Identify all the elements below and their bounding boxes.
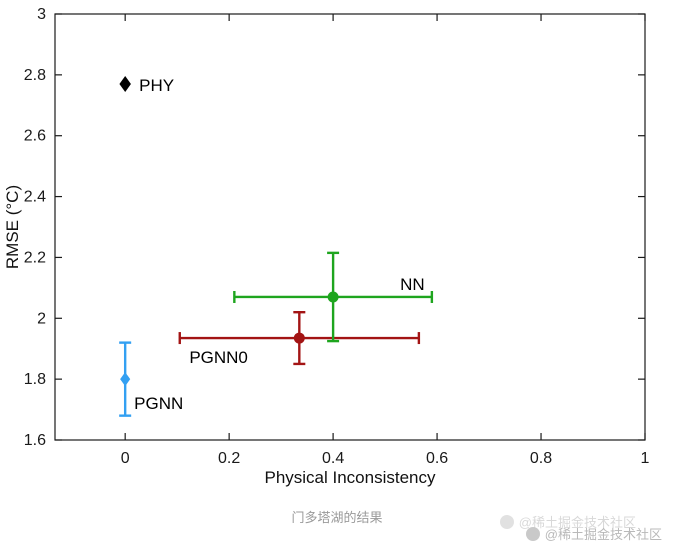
x-tick-label: 0.6 [426, 450, 448, 466]
x-tick-label: 0 [121, 450, 130, 466]
y-tick-label: 2 [37, 310, 46, 327]
marker-pgnn [120, 372, 131, 387]
x-tick-label: 0.4 [322, 450, 344, 466]
y-tick-label: 2.6 [24, 128, 46, 145]
x-tick-label: 0.2 [218, 450, 240, 466]
y-axis-label: RMSE (°C) [3, 184, 22, 270]
y-tick-label: 1.8 [24, 371, 46, 388]
x-axis-label: Physical Inconsistency [264, 468, 436, 487]
y-tick-label: 1.6 [24, 432, 46, 449]
point-label-pgnn0: PGNN0 [189, 348, 248, 367]
y-tick-label: 2.4 [24, 189, 46, 206]
y-tick-label: 2.2 [24, 249, 46, 266]
marker-pgnn0 [293, 332, 305, 344]
point-label-phy: PHY [139, 76, 174, 95]
watermark-ghost-text: @稀土掘金技术社区 [518, 515, 636, 530]
juejin-logo-icon [525, 526, 540, 541]
watermark-ghost: @稀土掘金技术社区 [499, 512, 636, 531]
figure-caption: 门多塔湖的结果 [291, 510, 383, 525]
point-label-nn: NN [400, 275, 425, 294]
plot-border [54, 13, 646, 441]
x-tick-label: 1 [641, 450, 650, 466]
marker-phy [119, 75, 131, 92]
y-tick-label: 3 [37, 6, 46, 23]
watermark-text: @稀土掘金技术社区 [544, 527, 662, 542]
y-tick-label: 2.8 [24, 67, 46, 84]
marker-nn [327, 291, 339, 303]
scatter-errorbar-chart: 0 0.2 0.4 0.6 0.8 1 1.6 1.8 2 2.2 2.4 2.6 2.8 3 PHY PGN… [24, 6, 650, 467]
x-tick-label: 0.8 [530, 450, 552, 466]
point-label-pgnn: PGNN [134, 394, 183, 413]
juejin-logo-icon [499, 514, 514, 529]
watermark: @稀土掘金技术社区 [525, 524, 662, 543]
